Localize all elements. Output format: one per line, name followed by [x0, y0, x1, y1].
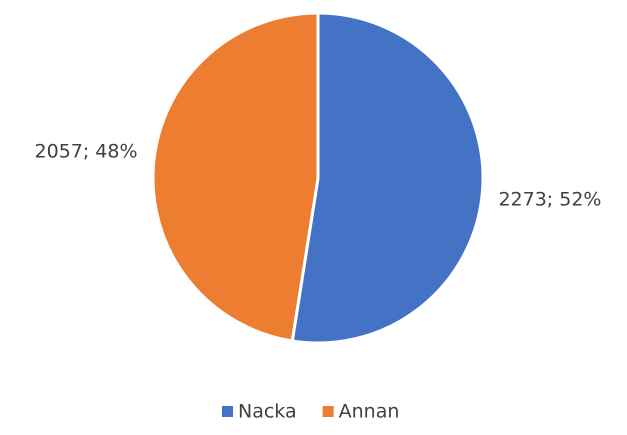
legend-swatch: [322, 406, 334, 417]
data-label: 2273; 52%: [498, 189, 601, 211]
legend-label: Annan: [339, 401, 400, 423]
data-label: 2057; 48%: [35, 140, 138, 162]
pie-slice: [290, 11, 485, 345]
legend-swatch: [222, 406, 233, 417]
pie-slice: [151, 11, 320, 343]
legend-label: Nacka: [238, 401, 297, 423]
